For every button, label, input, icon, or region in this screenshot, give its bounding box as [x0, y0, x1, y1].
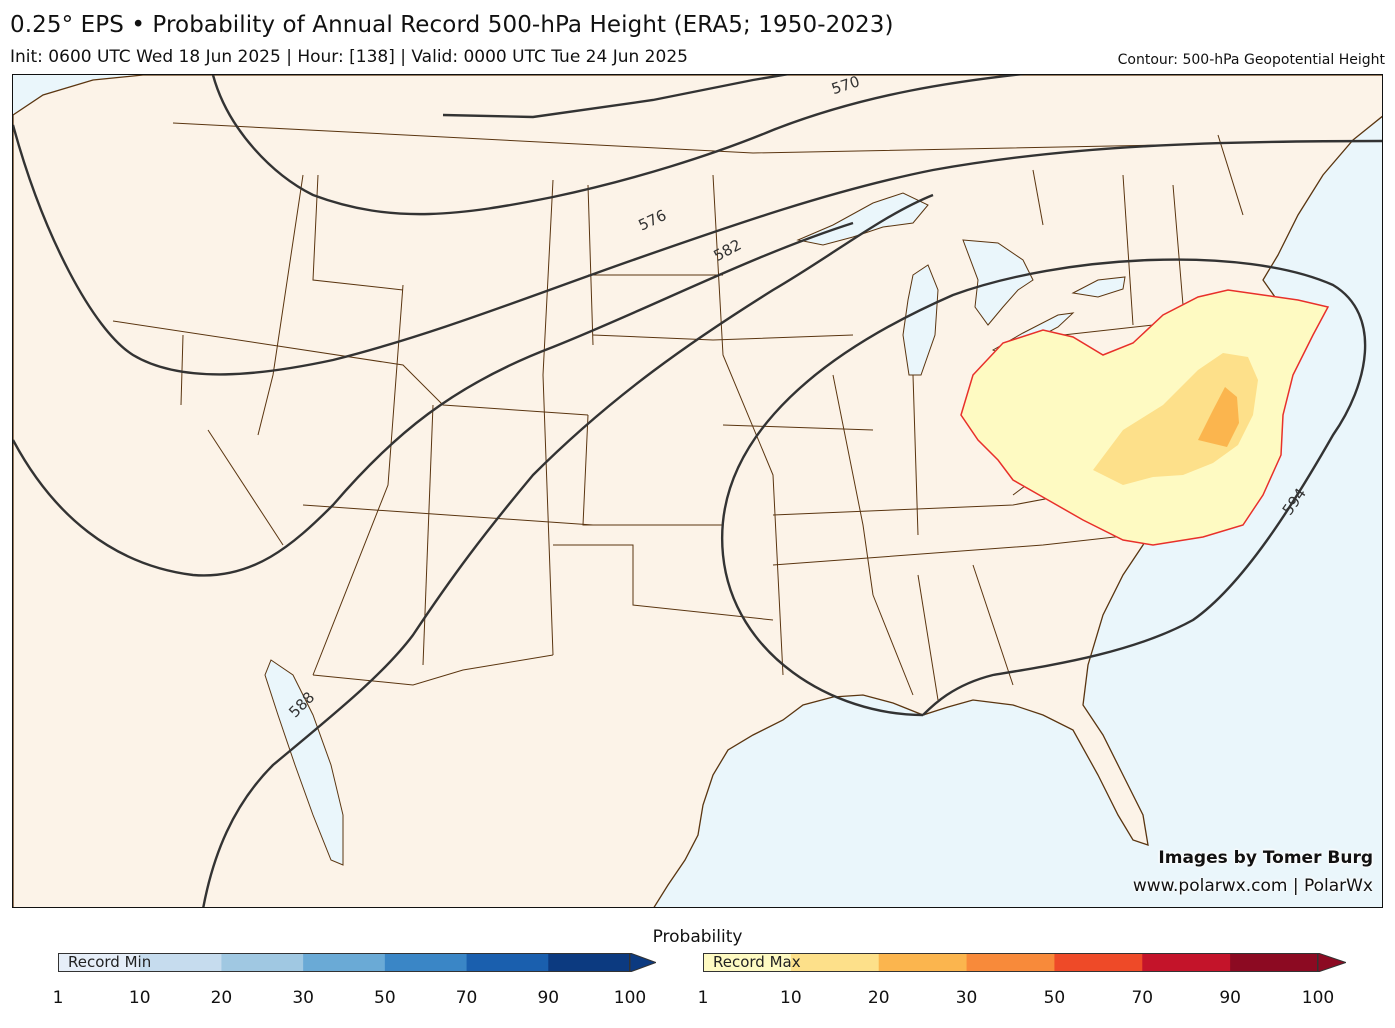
contour-588 [13, 221, 854, 577]
colorbar-min-swatch [384, 953, 468, 972]
credit-website: www.polarwx.com | PolarWx [1132, 876, 1373, 896]
land-mass [13, 75, 1382, 907]
colorbar-max-swatch [1054, 953, 1143, 972]
colorbar-min-tick-label: 10 [128, 988, 151, 1008]
run-info: Init: 0600 UTC Wed 18 Jun 2025 | Hour: [… [10, 47, 688, 67]
colorbar-max-tick-label: 100 [1301, 988, 1335, 1008]
lake-michigan [902, 264, 939, 376]
colorbar-min-swatch [139, 953, 222, 972]
colorbar-max-swatch [1230, 953, 1319, 972]
contour-594 [202, 193, 934, 907]
height-contours [13, 75, 1382, 907]
colorbar-max-tick-label: 90 [1219, 988, 1241, 1008]
colorbar-min-swatch [548, 953, 631, 972]
contour-576 [211, 75, 1025, 216]
colorbar-max-swatch [966, 953, 1055, 972]
contour-570 [442, 75, 791, 119]
colorbar-max-tick-label: 70 [1131, 988, 1154, 1008]
colorbar-max-tick-label: 10 [780, 988, 802, 1008]
contour-594-east [720, 258, 1367, 717]
credit-author: Images by Tomer Burg [1158, 848, 1373, 868]
colorbar-max-label: Record Max [713, 953, 801, 971]
colorbar-max-swatch [790, 953, 880, 972]
colorbar-min-tick-label: 90 [537, 988, 560, 1008]
colorbar-max-swatch [1142, 953, 1231, 972]
contour-note: Contour: 500-hPa Geopotential Height [1117, 52, 1385, 68]
lake-ontario [1071, 276, 1126, 298]
map-panel: 570 576 582 588 594 [12, 74, 1383, 908]
colorbar-min-swatch [58, 953, 141, 972]
colorbar-max-tick-label: 20 [867, 988, 890, 1008]
colorbar-min-tick-label: 30 [292, 988, 314, 1008]
colorbar-min-tick-label: 70 [455, 988, 478, 1008]
gulf-of-california [264, 659, 344, 866]
colorbar-min-tick-label: 100 [613, 988, 647, 1008]
colorbar-min-label: Record Min [68, 953, 152, 971]
lake-huron [962, 239, 1034, 326]
colorbar-min-tick-label: 1 [52, 988, 64, 1008]
colorbar-min-swatch [221, 953, 304, 972]
colorbar-min-swatch [303, 953, 386, 972]
political-borders [112, 122, 1244, 701]
colorbar-max-svg [703, 952, 1348, 973]
chart-title: 0.25° EPS • Probability of Annual Record… [10, 12, 894, 38]
colorbar-max-swatch [703, 953, 792, 972]
colorbar-min-tick-label: 50 [374, 988, 396, 1008]
lake-superior [796, 192, 929, 246]
legend-title: Probability [652, 927, 743, 947]
contour-label-594: 594 [1279, 485, 1310, 519]
colorbar-min-tick-label: 20 [210, 988, 233, 1008]
probability-20-30 [1198, 387, 1239, 447]
colorbar-record-max: Record Max [703, 952, 1348, 973]
colorbar-max-tick-label: 1 [697, 988, 709, 1008]
contour-582 [13, 124, 1382, 376]
colorbar-record-min: Record Min [58, 952, 658, 973]
colorbar-max-tick-label: 30 [955, 988, 978, 1008]
colorbar-max-tick-label: 50 [1043, 988, 1066, 1008]
colorbar-min-svg [58, 952, 658, 973]
probability-10-20 [1093, 353, 1258, 485]
colorbar-max-swatch [878, 953, 968, 972]
colorbar-min-swatch [466, 953, 549, 972]
map-canvas: 570 576 582 588 594 [13, 75, 1382, 907]
